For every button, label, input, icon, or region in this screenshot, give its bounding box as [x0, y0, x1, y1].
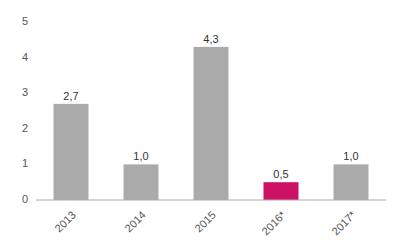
data-label: 2,7: [63, 90, 78, 102]
y-tick-label: 4: [22, 51, 28, 63]
x-tick-label: 2014: [122, 209, 148, 235]
y-tick-label: 2: [22, 122, 28, 134]
x-tick-label: 2017*: [329, 208, 358, 237]
bar: [54, 104, 89, 200]
y-tick-label: 3: [22, 86, 28, 98]
bar: [194, 47, 229, 200]
y-tick-label: 1: [22, 157, 28, 169]
x-tick-label: 2013: [52, 209, 78, 235]
y-tick-label: 5: [22, 15, 28, 27]
chart: 0 1 2 3 4 5 2,7 1,0 4,3 0,5 1,0 2013 2014 2015 2016* 20…: [0, 0, 400, 250]
chart-container: 0 1 2 3 4 5 2,7 1,0 4,3 0,5 1,0 2013 2014 2015 2016* 20…: [0, 0, 400, 250]
x-axis-line: [36, 200, 386, 201]
data-label: 1,0: [133, 150, 148, 162]
bar: [264, 182, 299, 200]
bars: [54, 47, 369, 200]
data-label: 4,3: [203, 33, 218, 45]
x-tick-label: 2016*: [259, 208, 288, 237]
bar: [124, 164, 159, 200]
data-label: 1,0: [343, 150, 358, 162]
data-label: 0,5: [273, 168, 288, 180]
x-tick-label: 2015: [192, 209, 218, 235]
bar: [334, 164, 369, 200]
y-tick-label: 0: [22, 193, 28, 205]
